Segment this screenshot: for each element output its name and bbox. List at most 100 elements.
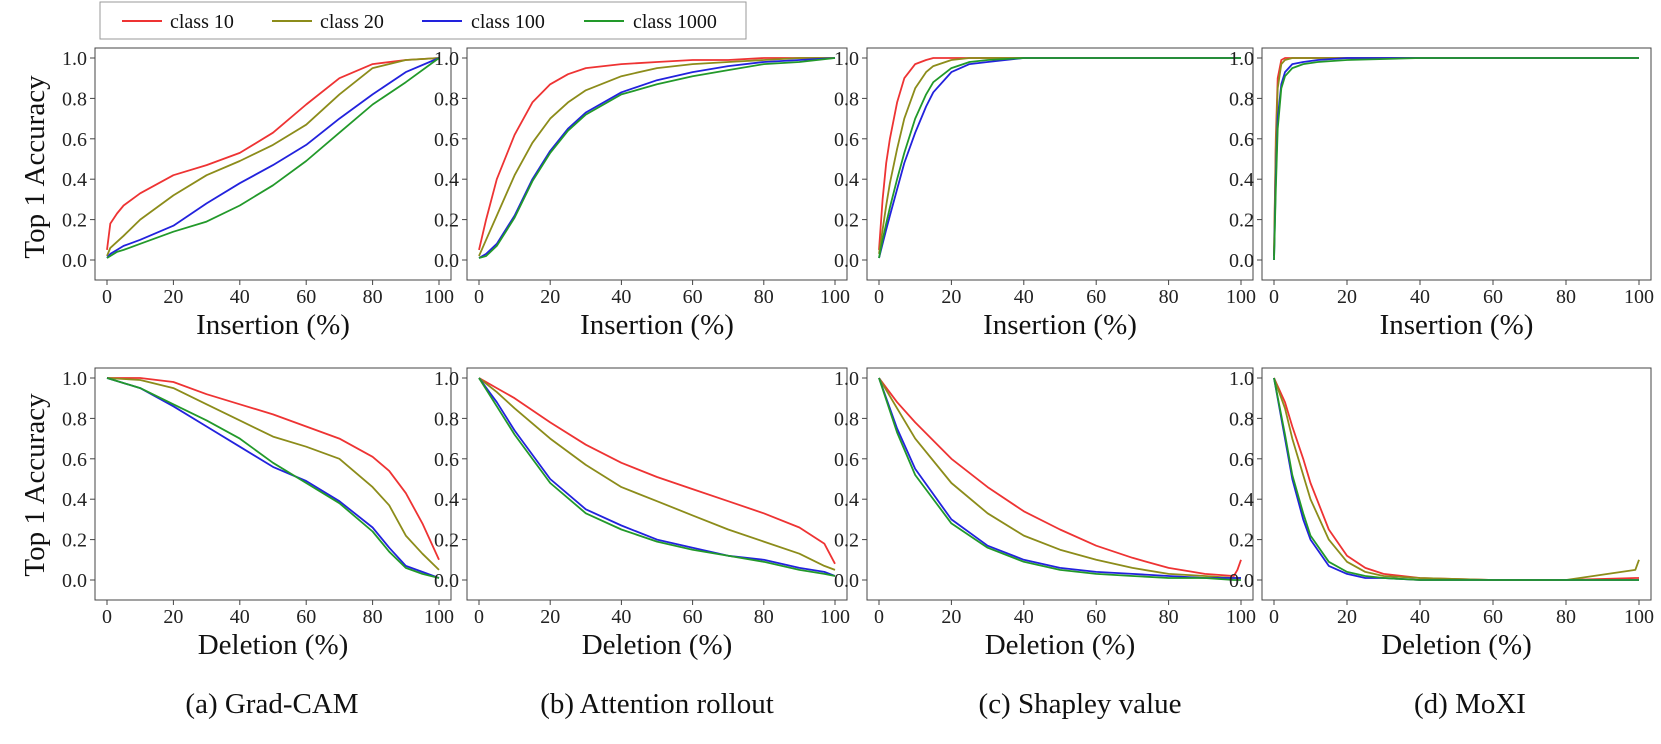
x-tick-label: 80 (363, 606, 383, 628)
panel-grad-cam-insertion: 0 20 40 60 80 100 0.0 0.2 0.4 0.6 0.8 1.0 Insertion … (62, 47, 454, 341)
x-tick-label: 0 (474, 606, 484, 628)
series-line-class-100 (478, 377, 836, 577)
y-tick-label: 0.0 (1229, 250, 1254, 272)
legend-label-class-100: class 100 (471, 11, 545, 33)
x-tick-label: 20 (941, 606, 961, 628)
x-tick-label: 60 (683, 286, 703, 308)
legend-label-class-20: class 20 (320, 11, 384, 33)
series-line-class-100 (106, 57, 440, 259)
series-line-class-1000 (106, 377, 440, 579)
x-axis-label: Insertion (%) (1380, 309, 1534, 341)
y-tick-label: 1.0 (62, 48, 87, 70)
x-tick-label: 20 (1337, 606, 1357, 628)
caption-grad-cam: (a) Grad-CAM (185, 688, 358, 720)
x-tick-label: 20 (1337, 286, 1357, 308)
y-tick-label: 0.6 (62, 129, 87, 151)
panel-moxi-insertion-frame (1261, 47, 1652, 281)
legend-label-class-10: class 10 (170, 11, 234, 33)
x-axis-label: Deletion (%) (582, 629, 733, 661)
x-tick-label: 80 (754, 606, 774, 628)
y-tick-label: 0.6 (1229, 129, 1254, 151)
x-tick-label: 0 (874, 606, 884, 628)
y-tick-label: 0.0 (834, 570, 859, 592)
x-tick-label: 80 (1556, 606, 1576, 628)
x-tick-label: 40 (230, 286, 250, 308)
series-line-class-1000 (478, 377, 836, 577)
y-tick-label: 0.6 (834, 129, 859, 151)
x-tick-label: 20 (163, 286, 183, 308)
y-tick-label: 0.0 (1229, 570, 1254, 592)
x-tick-label: 60 (296, 286, 316, 308)
y-tick-label: 0.2 (62, 530, 87, 552)
series-line-class-1000 (878, 377, 1241, 581)
series-line-class-10 (106, 57, 440, 251)
y-tick-label: 0.6 (62, 449, 87, 471)
legend-label-class-1000: class 1000 (633, 11, 717, 33)
y-tick-label: 0.4 (1229, 489, 1254, 511)
x-axis-label: Insertion (%) (580, 309, 734, 341)
x-tick-label: 80 (363, 286, 383, 308)
y-tick-label: 0.6 (834, 449, 859, 471)
panel-grad-cam-insertion-frame (94, 47, 452, 281)
caption-moxi: (d) MoXI (1414, 688, 1526, 720)
series-line-class-10 (478, 57, 835, 251)
y-tick-label: 0.4 (62, 489, 87, 511)
x-tick-label: 60 (1086, 286, 1106, 308)
y-tick-label: 0.2 (1229, 530, 1254, 552)
caption-shapley-value: (c) Shapley value (979, 688, 1182, 720)
panel-shapley-value-deletion-frame (866, 367, 1254, 601)
x-tick-label: 60 (683, 606, 703, 628)
y-tick-label: 0.8 (834, 88, 859, 110)
x-tick-label: 0 (1269, 286, 1279, 308)
x-tick-label: 100 (1226, 286, 1256, 308)
panel-moxi-deletion: 0 20 40 60 80 100 0.0 0.2 0.4 0.6 0.8 1.0 Deletion (… (1229, 367, 1654, 661)
y-tick-label: 0.8 (1229, 88, 1254, 110)
y-tick-label: 0.4 (434, 169, 459, 191)
y-tick-label: 0.0 (834, 250, 859, 272)
y-tick-label: 0.0 (62, 250, 87, 272)
panel-moxi-insertion: 0 20 40 60 80 100 0.0 0.2 0.4 0.6 0.8 1.0 Insertion … (1229, 47, 1654, 341)
y-tick-label: 0.0 (62, 570, 87, 592)
y-tick-label: 1.0 (834, 48, 859, 70)
panel-shapley-value-insertion: 0 20 40 60 80 100 0.0 0.2 0.4 0.6 0.8 1.0 Insertion … (834, 47, 1256, 341)
y-tick-label: 0.6 (434, 449, 459, 471)
x-tick-label: 100 (820, 286, 850, 308)
y-tick-label: 0.8 (434, 88, 459, 110)
x-tick-label: 100 (1624, 606, 1654, 628)
series-line-class-1000 (1273, 57, 1639, 261)
y-tick-label: 0.4 (834, 489, 859, 511)
x-tick-label: 40 (1014, 286, 1034, 308)
panel-moxi-deletion-frame (1261, 367, 1652, 601)
x-tick-label: 100 (424, 286, 454, 308)
y-tick-label: 1.0 (434, 48, 459, 70)
x-axis-label: Deletion (%) (1381, 629, 1532, 661)
series-line-class-1000 (878, 57, 1241, 259)
series-line-class-100 (106, 377, 440, 579)
x-tick-label: 60 (296, 606, 316, 628)
series-line-class-20 (106, 57, 440, 257)
x-tick-label: 100 (820, 606, 850, 628)
panel-grad-cam-deletion-frame (94, 367, 452, 601)
y-tick-label: 0.2 (434, 530, 459, 552)
series-line-class-10 (878, 377, 1242, 577)
x-tick-label: 40 (611, 286, 631, 308)
y-tick-label: 0.2 (62, 210, 87, 232)
y-tick-label: 0.4 (1229, 169, 1254, 191)
x-tick-label: 20 (540, 606, 560, 628)
x-tick-label: 60 (1086, 606, 1106, 628)
x-tick-label: 40 (230, 606, 250, 628)
panel-grad-cam-deletion: 0 20 40 60 80 100 0.0 0.2 0.4 0.6 0.8 1.0 Deletion (… (62, 367, 454, 661)
panel-attention-rollout-deletion-frame (466, 367, 848, 601)
y-tick-label: 0.6 (434, 129, 459, 151)
series-line-class-100 (878, 377, 1241, 579)
y-tick-label: 0.2 (834, 210, 859, 232)
x-tick-label: 80 (1556, 286, 1576, 308)
x-tick-label: 0 (874, 286, 884, 308)
y-tick-label: 0.2 (834, 530, 859, 552)
y-tick-label: 0.4 (434, 489, 459, 511)
y-tick-label: 0.8 (1229, 408, 1254, 430)
x-tick-label: 100 (1226, 606, 1256, 628)
x-tick-label: 40 (611, 606, 631, 628)
series-line-class-10 (478, 377, 836, 565)
series-line-class-10 (107, 377, 440, 561)
